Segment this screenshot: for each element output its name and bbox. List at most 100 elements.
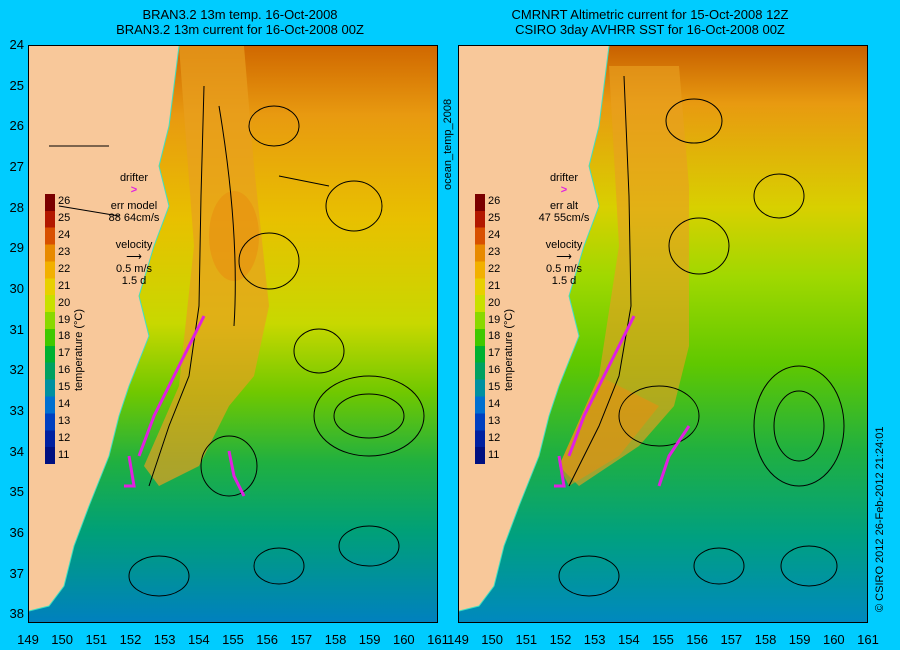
longitude-label: 156 (256, 632, 278, 647)
longitude-label: 157 (720, 632, 743, 647)
longitude-label: 160 (822, 632, 845, 647)
latitude-label: 32 (9, 362, 24, 378)
latitude-label: 25 (9, 77, 24, 93)
left-err-line1: err model (110, 200, 158, 212)
longitude-label: 153 (153, 632, 176, 647)
right-err-line2: 47 55cm/s (538, 212, 590, 224)
colorbar-tick-label: 16 (488, 364, 501, 377)
latitude-label: 31 (9, 321, 24, 337)
longitude-label: 158 (324, 632, 347, 647)
right-drifter-marker-icon: > (560, 184, 568, 196)
colorbar-tick-label: 25 (488, 212, 501, 225)
colorbar-tick-label: 22 (488, 262, 501, 275)
left-title-line1: BRAN3.2 13m temp. 16-Oct-2008 (142, 7, 338, 22)
left-velocity-days: 1.5 d (121, 275, 147, 287)
colorbar-tick-label: 16 (58, 364, 71, 377)
right-map-panel: 26 25 24 23 22 21 20 19 18 17 16 15 14 13 12 11 tempera… (458, 45, 868, 623)
latitude-label: 27 (9, 158, 24, 174)
colorbar-tick-label: 20 (488, 296, 501, 309)
longitude-label: 161 (427, 632, 449, 647)
longitude-label: 154 (617, 632, 640, 647)
longitude-label: 150 (481, 632, 503, 647)
left-colorbar-title: temperature (°C) (73, 308, 85, 391)
colorbar-tick-label: 23 (58, 246, 71, 259)
latitude-label: 28 (9, 199, 24, 215)
longitude-label: 149 (447, 632, 469, 647)
longitude-label: 158 (754, 632, 777, 647)
right-velocity-days: 1.5 d (551, 275, 577, 287)
colorbar-tick-label: 26 (58, 195, 71, 208)
left-err-line2: 88 64cm/s (108, 212, 160, 224)
right-velocity-legend: velocity ⟶ 0.5 m/s 1.5 d (529, 239, 599, 287)
longitude-label: 160 (392, 632, 415, 647)
colorbar-tick-label: 13 (58, 414, 71, 427)
left-velocity-label: velocity (115, 239, 153, 251)
colorbar-tick-label: 14 (488, 397, 501, 410)
left-map-panel: 26 25 24 23 22 21 20 19 18 17 16 15 14 13 12 11 tempera… (28, 45, 438, 623)
colorbar-tick-label: 19 (488, 313, 501, 326)
colorbar-tick-label: 20 (58, 296, 71, 309)
colorbar-tick-label: 25 (58, 212, 71, 225)
right-title-line2: CSIRO 3day AVHRR SST for 16-Oct-2008 00Z (515, 22, 785, 37)
colorbar-tick-label: 19 (58, 313, 71, 326)
left-velocity-legend: velocity ⟶ 0.5 m/s 1.5 d (99, 239, 169, 287)
right-colorbar-title: temperature (°C) (503, 308, 515, 391)
colorbar-tick-label: 15 (58, 381, 71, 394)
colorbar-tick-label: 14 (58, 397, 71, 410)
right-map-image (459, 46, 867, 622)
copyright-text: © CSIRO 2012 26-Feb-2012 21:24:01 (874, 426, 886, 612)
colorbar-tick-label: 21 (58, 279, 71, 292)
longitude-label: 155 (652, 632, 674, 647)
longitude-label: 156 (686, 632, 708, 647)
longitude-label: 153 (583, 632, 606, 647)
longitude-label: 152 (119, 632, 142, 647)
colorbar-tick-label: 24 (58, 229, 71, 242)
latitude-label: 30 (9, 280, 24, 296)
left-drifter-marker-icon: > (130, 184, 138, 196)
colorbar-tick-label: 21 (488, 279, 501, 292)
colorbar-tick-label: 11 (58, 448, 70, 461)
side-label: ocean_temp_2008 (442, 98, 454, 190)
left-drifter-label: drifter (119, 172, 149, 184)
colorbar-tick-label: 15 (488, 381, 501, 394)
longitude-label: 150 (51, 632, 73, 647)
right-drifter-label: drifter (549, 172, 579, 184)
longitude-label: 157 (290, 632, 313, 647)
latitude-label: 24 (9, 37, 24, 52)
colorbar-tick-label: 18 (488, 330, 501, 343)
longitude-label: 155 (222, 632, 244, 647)
longitude-label: 152 (549, 632, 572, 647)
colorbar-tick-label: 22 (58, 262, 71, 275)
latitude-label: 29 (9, 240, 24, 256)
right-drifter-legend: drifter > err alt 47 55cm/s (529, 172, 599, 224)
longitude-label: 149 (17, 632, 39, 647)
right-velocity-label: velocity (545, 239, 583, 251)
colorbar-tick-label: 17 (488, 347, 501, 360)
right-map-title: CMRNRT Altimetric current for 15-Oct-200… (470, 7, 830, 37)
colorbar-tick-label: 11 (488, 448, 500, 461)
latitude-label: 34 (9, 443, 24, 459)
left-velocity-scale: 0.5 m/s (115, 263, 153, 275)
left-title-line2: BRAN3.2 13m current for 16-Oct-2008 00Z (116, 22, 364, 37)
left-map-image (29, 46, 437, 622)
latitude-label: 26 (9, 118, 24, 134)
left-velocity-arrow-icon: ⟶ (126, 251, 142, 263)
left-drifter-legend: drifter > err model 88 64cm/s (99, 172, 169, 224)
latitude-label: 33 (9, 402, 24, 418)
colorbar-tick-label: 12 (58, 431, 71, 444)
colorbar-tick-label: 17 (58, 347, 71, 360)
colorbar-tick-label: 13 (488, 414, 501, 427)
longitude-label: 159 (358, 632, 381, 647)
colorbar-tick-label: 12 (488, 431, 501, 444)
right-err-line1: err alt (549, 200, 579, 212)
colorbar-tick-label: 26 (488, 195, 501, 208)
longitude-label: 154 (187, 632, 210, 647)
latitude-label: 38 (9, 606, 24, 622)
left-temperature-colorbar (45, 194, 55, 464)
colorbar-tick-label: 18 (58, 330, 71, 343)
latitude-label: 37 (9, 565, 24, 581)
right-velocity-arrow-icon: ⟶ (556, 251, 572, 263)
latitude-label: 35 (9, 484, 24, 500)
right-temperature-colorbar (475, 194, 485, 464)
left-map-title: BRAN3.2 13m temp. 16-Oct-2008 BRAN3.2 13… (60, 7, 420, 37)
